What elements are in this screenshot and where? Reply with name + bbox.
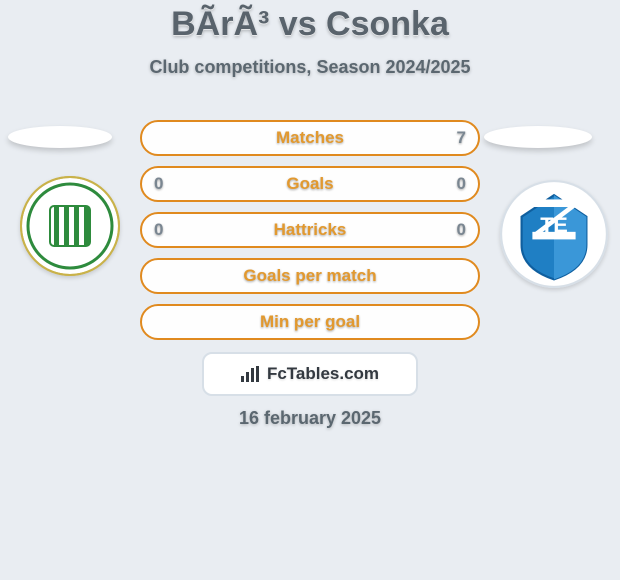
club-badge-right: TE bbox=[500, 180, 608, 288]
stat-right-value: 7 bbox=[457, 122, 466, 154]
stat-label: Hattricks bbox=[274, 220, 347, 240]
stat-row-matches: Matches 7 bbox=[140, 120, 480, 156]
stat-label: Matches bbox=[276, 128, 344, 148]
stat-row-min-per-goal: Min per goal bbox=[140, 304, 480, 340]
stat-left-value: 0 bbox=[154, 214, 163, 246]
stat-row-goals-per-match: Goals per match bbox=[140, 258, 480, 294]
player-oval-left bbox=[8, 126, 112, 148]
page-title: BÃ­rÃ³ vs Csonka bbox=[0, 0, 620, 43]
attribution-box[interactable]: FcTables.com bbox=[202, 352, 418, 396]
player-oval-right bbox=[484, 126, 592, 148]
stat-row-hattricks: 0 Hattricks 0 bbox=[140, 212, 480, 248]
stat-left-value: 0 bbox=[154, 168, 163, 200]
stat-label: Min per goal bbox=[260, 312, 360, 332]
stat-row-goals: 0 Goals 0 bbox=[140, 166, 480, 202]
stat-right-value: 0 bbox=[457, 214, 466, 246]
date-line: 16 february 2025 bbox=[0, 408, 620, 429]
stats-block: Matches 7 0 Goals 0 0 Hattricks 0 Goals … bbox=[140, 120, 480, 350]
stat-right-value: 0 bbox=[457, 168, 466, 200]
stat-label: Goals per match bbox=[243, 266, 376, 286]
stat-label: Goals bbox=[286, 174, 333, 194]
attribution-text: FcTables.com bbox=[267, 364, 379, 384]
bars-icon bbox=[241, 366, 261, 382]
page-subtitle: Club competitions, Season 2024/2025 bbox=[0, 57, 620, 78]
comparison-card: BÃ­rÃ³ vs Csonka Club competitions, Seas… bbox=[0, 0, 620, 580]
club-badge-left bbox=[20, 176, 120, 276]
